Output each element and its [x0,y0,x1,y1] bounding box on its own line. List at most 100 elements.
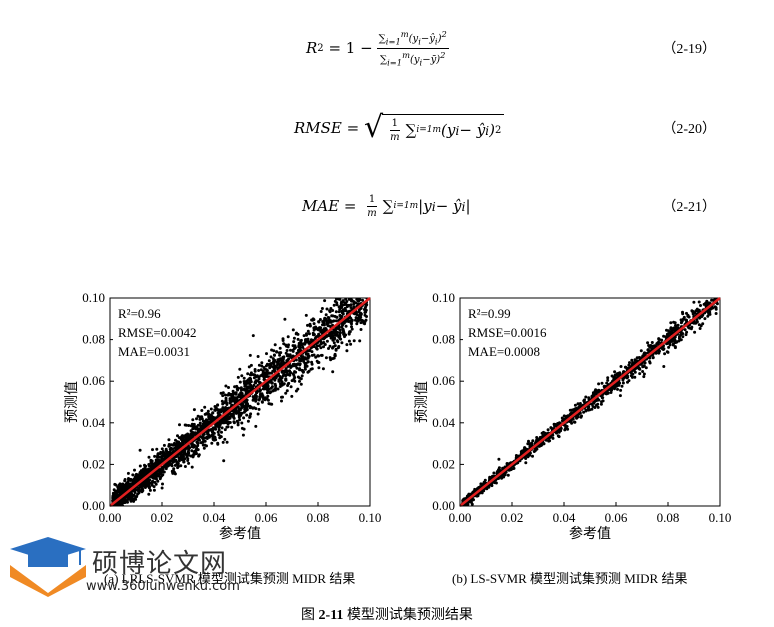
y-axis-label: 预测值 [414,381,430,423]
data-point [310,367,314,371]
data-point [522,450,526,454]
data-point [319,339,323,343]
data-point [138,464,142,468]
data-point [331,309,335,312]
data-point [127,477,130,481]
data-point [301,370,305,374]
figure-caption-number: 2-11 [318,608,344,623]
x-axis-label: 参考值 [219,525,261,542]
data-point [275,350,279,354]
data-point [695,307,699,311]
data-point [587,405,591,409]
subplot-caption-b: (b) LS-SVMR 模型测试集预测 MIDR 结果 [452,571,688,586]
data-point [560,416,564,420]
data-point [137,486,141,490]
data-point [240,426,244,430]
data-point [259,393,263,397]
data-point [231,399,235,403]
data-point [337,310,341,314]
data-point [191,432,195,436]
data-point [312,318,316,322]
data-point [684,333,688,337]
data-point [257,377,261,381]
data-point [705,302,709,306]
data-point [471,490,475,494]
data-point [189,433,193,437]
data-point [284,377,288,381]
data-point [312,345,316,349]
x-tick-label: 0.00 [99,510,122,525]
data-point [662,365,666,368]
figure-caption: 图 2-11 模型测试集预测结果 [0,604,774,624]
data-point [126,471,130,475]
data-point [329,320,333,324]
metric-text: RMSE=0.0016 [468,325,547,340]
data-point [162,443,166,447]
data-point [533,449,537,452]
data-point [285,344,288,348]
data-point [223,437,227,441]
data-point [298,341,302,345]
data-point [178,423,181,427]
data-point [526,453,530,457]
data-point [695,318,699,322]
data-point [672,328,676,332]
data-point [217,411,221,415]
data-point [312,353,316,357]
data-point [344,324,348,328]
data-point [332,303,336,307]
data-point [325,307,329,311]
data-point [272,353,276,357]
data-point [168,443,172,447]
data-point [343,335,346,339]
data-point [332,337,336,341]
data-point [134,476,138,480]
data-point [226,421,230,425]
data-point [189,454,193,458]
data-point [252,376,256,380]
data-point [144,464,148,468]
data-point [577,405,581,409]
data-point [314,335,318,339]
data-point [699,304,702,307]
data-point [523,446,527,450]
data-points [111,298,369,506]
data-point [209,417,213,420]
data-point [123,478,127,481]
data-point [563,428,567,432]
data-point [650,341,654,344]
data-point [216,408,220,412]
data-point [299,359,303,363]
data-point [149,459,153,463]
data-point [147,463,151,466]
data-point [223,428,227,432]
data-point [252,383,256,387]
data-point [492,471,496,475]
data-point [681,335,685,339]
data-point [303,361,307,365]
data-point [246,403,250,407]
data-point [355,322,359,326]
data-point [661,346,665,350]
data-point [345,349,349,353]
y-tick-label: 0.08 [82,332,105,347]
data-point [674,324,678,328]
data-point [294,389,298,393]
data-point [266,394,270,398]
data-point [240,388,243,392]
data-point [285,389,289,393]
data-point [195,426,199,430]
data-point [276,387,280,391]
data-point [254,396,258,400]
data-point [232,420,236,424]
data-point [291,344,295,348]
data-point [221,402,225,406]
data-point [530,442,534,446]
data-point [350,325,353,329]
data-point [118,490,122,494]
data-point [207,415,211,419]
data-point [112,488,116,492]
data-point [285,370,289,374]
data-point [125,481,129,485]
